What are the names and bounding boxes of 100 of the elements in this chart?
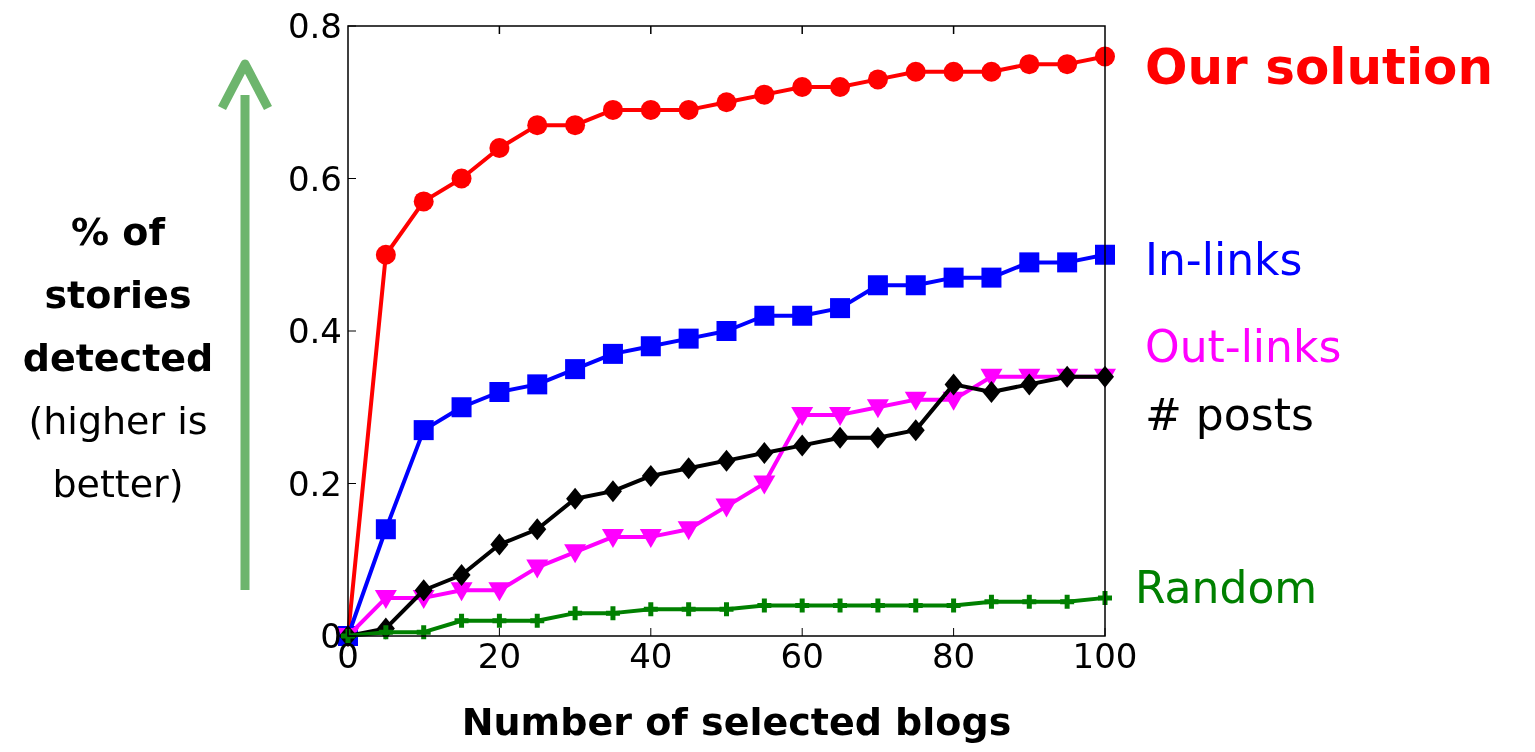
point [906,419,925,442]
point [679,599,699,619]
point [1019,592,1039,612]
point [792,305,813,326]
point [527,374,548,395]
y-tick-label: 0.6 [287,158,342,199]
point [1057,592,1077,612]
point [678,99,699,120]
point [1020,373,1039,396]
point [981,267,1002,288]
series-label: Our solution [1145,37,1493,96]
point [565,359,586,380]
y-axis-title: % of stories detected [22,210,214,380]
point [488,582,511,602]
point [641,599,661,619]
y-tick-label: 0.2 [287,463,342,504]
point [376,622,396,642]
point [451,168,472,189]
point [716,92,737,113]
point [566,487,585,510]
point [489,611,509,631]
point [905,61,926,82]
point [981,61,1002,82]
point [601,528,624,548]
x-tick-label: 80 [931,636,976,676]
point [754,596,774,615]
point [452,564,471,586]
point [564,544,587,564]
point [527,611,547,631]
point [375,519,396,540]
point [679,457,698,480]
point [640,336,661,357]
x-tick-label: 60 [780,636,824,676]
point [1019,252,1040,273]
point [716,321,737,341]
x-axis-title: Number of selected blogs [461,700,1012,744]
point [489,138,510,158]
point [413,420,434,441]
point [602,343,623,364]
point [830,596,850,615]
point [943,267,964,288]
point [677,521,700,541]
point [490,533,509,556]
point [867,275,888,296]
point [450,582,473,602]
point [982,381,1001,403]
point [603,480,622,503]
point [1057,54,1078,75]
point [526,559,549,579]
point [754,305,775,326]
point [414,579,433,602]
point [565,603,585,623]
point [1019,54,1040,75]
text: (higher is better) [28,399,208,506]
point [489,382,510,402]
point [943,61,964,82]
point [413,191,434,212]
point [905,275,926,296]
point [717,599,736,619]
point [754,84,775,105]
point [829,406,852,426]
series-label: Random [1135,562,1318,614]
y-tick-label: 0.4 [287,311,342,351]
point [792,77,813,97]
point [414,622,434,642]
point [375,244,396,265]
x-tick-label: 100 [1072,636,1138,676]
series-label: In-links [1145,234,1303,286]
point [565,115,586,136]
point [641,464,660,487]
point [452,611,472,631]
point [753,475,776,495]
point [717,449,736,472]
point [1095,244,1115,265]
point [830,298,851,319]
point [906,596,926,615]
point [868,426,887,449]
series-label: # posts [1145,389,1314,441]
x-tick-label: 20 [477,636,522,676]
point [904,391,927,411]
point [1057,252,1078,273]
series-label: Out-links [1145,321,1342,373]
point [602,99,623,120]
point [527,115,548,136]
point [678,328,699,349]
point [374,589,397,609]
point [981,592,1001,612]
point [640,99,661,120]
point [866,399,889,419]
point [603,603,623,623]
point [944,373,963,396]
point [793,434,812,457]
point [868,596,888,615]
point [830,77,851,97]
point [528,518,547,541]
point [792,596,812,615]
point [715,498,738,518]
y-tick-label: 0.8 [287,6,342,46]
point [944,596,964,615]
point [867,69,888,90]
